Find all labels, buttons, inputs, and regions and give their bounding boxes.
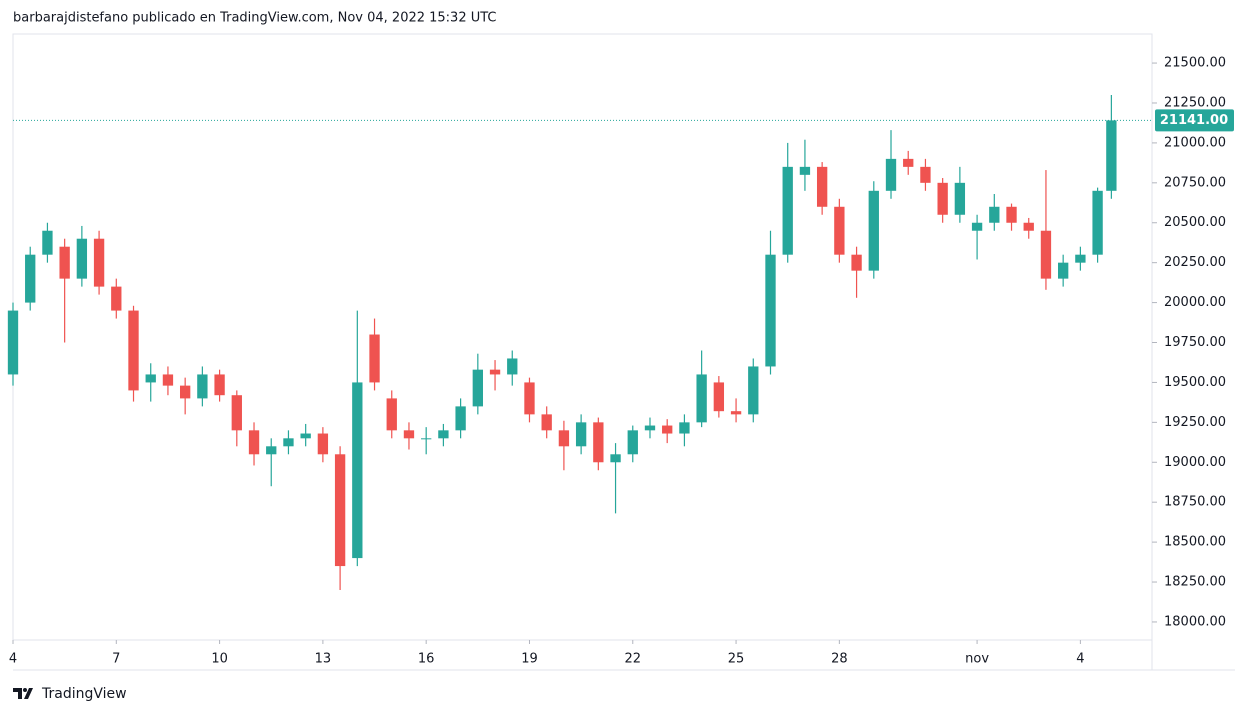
last-price-label: 21141.00 bbox=[1160, 113, 1228, 128]
candle-body bbox=[575, 422, 587, 447]
y-tick-label: 18500.00 bbox=[1164, 535, 1226, 550]
y-tick-label: 20750.00 bbox=[1164, 175, 1226, 190]
candle-body bbox=[954, 182, 966, 215]
x-tick-label: 10 bbox=[211, 652, 228, 667]
candle-body bbox=[627, 430, 638, 455]
candle-body bbox=[730, 411, 742, 415]
candle-body bbox=[937, 182, 948, 215]
last-price-badge bbox=[1155, 109, 1234, 132]
plot-frame bbox=[12, 33, 1153, 641]
y-tick-label: 21500.00 bbox=[1164, 56, 1226, 71]
candle-body bbox=[283, 438, 294, 447]
candle-body bbox=[386, 398, 397, 431]
candle-body bbox=[1023, 222, 1034, 231]
candle-body bbox=[816, 166, 828, 207]
y-tick-label: 20000.00 bbox=[1164, 295, 1226, 310]
y-tick-label: 20500.00 bbox=[1164, 215, 1226, 230]
candle-body bbox=[868, 190, 879, 271]
x-tick-label: 16 bbox=[418, 652, 435, 667]
candle-body bbox=[455, 406, 466, 431]
candle-body bbox=[162, 374, 174, 386]
y-tick-label: 18000.00 bbox=[1164, 614, 1226, 629]
candle-body bbox=[472, 369, 483, 407]
logo bbox=[13, 688, 33, 699]
candle-body bbox=[679, 422, 690, 434]
candle-body bbox=[76, 238, 88, 279]
candle-body bbox=[59, 246, 70, 279]
candle-body bbox=[266, 446, 277, 455]
candle-body bbox=[765, 254, 776, 367]
candle-body bbox=[489, 369, 501, 375]
candle-body bbox=[128, 310, 139, 391]
candle-body bbox=[352, 382, 363, 559]
candle-body bbox=[610, 454, 621, 463]
candle-body bbox=[1075, 254, 1086, 263]
candle-body bbox=[25, 254, 36, 303]
footer-brand: TradingView bbox=[41, 686, 127, 702]
y-tick-label: 21000.00 bbox=[1164, 135, 1226, 150]
candle-body bbox=[851, 254, 862, 271]
x-tick-label: nov bbox=[965, 652, 989, 667]
candle-body bbox=[214, 374, 225, 396]
y-tick-label: 18250.00 bbox=[1164, 575, 1226, 590]
candle-body bbox=[541, 414, 552, 431]
candle-body bbox=[971, 222, 983, 231]
candle-body bbox=[111, 286, 122, 311]
candle-body bbox=[248, 430, 260, 455]
y-tick-label: 21250.00 bbox=[1164, 95, 1226, 110]
x-tick-label: 19 bbox=[521, 652, 538, 667]
candle-body bbox=[713, 382, 725, 412]
candle-body bbox=[1058, 262, 1069, 279]
candle-body bbox=[403, 430, 415, 439]
candle-body bbox=[834, 206, 845, 255]
candle-body bbox=[317, 433, 329, 455]
candle-body bbox=[1092, 190, 1103, 255]
y-tick-label: 19250.00 bbox=[1164, 415, 1226, 430]
candle-body bbox=[507, 358, 518, 375]
y-tick-label: 20250.00 bbox=[1164, 255, 1226, 270]
candle-body bbox=[903, 158, 914, 167]
candle-body bbox=[662, 425, 673, 434]
candle-body bbox=[1106, 120, 1117, 191]
x-tick-label: 22 bbox=[624, 652, 641, 667]
candle-body bbox=[438, 430, 449, 439]
candle-body bbox=[696, 374, 707, 423]
candle-body bbox=[782, 166, 793, 255]
candle-body bbox=[644, 425, 656, 431]
candle-body bbox=[93, 238, 105, 287]
candle-body bbox=[334, 454, 346, 567]
y-tick-label: 19750.00 bbox=[1164, 335, 1226, 350]
y-tick-label: 18750.00 bbox=[1164, 495, 1226, 510]
candle-body bbox=[558, 430, 570, 447]
x-tick-label: 4 bbox=[1076, 652, 1084, 667]
candle-body bbox=[421, 438, 432, 440]
candle-body bbox=[231, 395, 242, 431]
x-tick-label: 25 bbox=[728, 652, 745, 667]
x-tick-label: 7 bbox=[112, 652, 120, 667]
candle-body bbox=[524, 382, 535, 415]
candle-body bbox=[920, 166, 931, 183]
candle-body bbox=[748, 366, 759, 415]
x-tick-label: 28 bbox=[831, 652, 848, 667]
candle-body bbox=[197, 374, 208, 399]
candle-body bbox=[42, 230, 53, 255]
x-tick-label: 13 bbox=[315, 652, 332, 667]
candle-body bbox=[989, 206, 1000, 223]
candle-body bbox=[369, 334, 380, 383]
candle-body bbox=[593, 422, 604, 463]
candle-body bbox=[145, 374, 156, 383]
candle-body bbox=[179, 385, 191, 399]
candle-body bbox=[7, 310, 19, 375]
candle-body bbox=[799, 166, 811, 175]
y-tick-label: 19500.00 bbox=[1164, 375, 1226, 390]
candle-body bbox=[1040, 230, 1052, 279]
header: barbarajdistefano publicado en TradingVi… bbox=[13, 11, 497, 26]
candle-body bbox=[1006, 206, 1017, 223]
candle-body bbox=[300, 433, 311, 439]
candle-body bbox=[885, 158, 897, 191]
x-tick-label: 4 bbox=[9, 652, 17, 667]
y-tick-label: 19000.00 bbox=[1164, 455, 1226, 470]
